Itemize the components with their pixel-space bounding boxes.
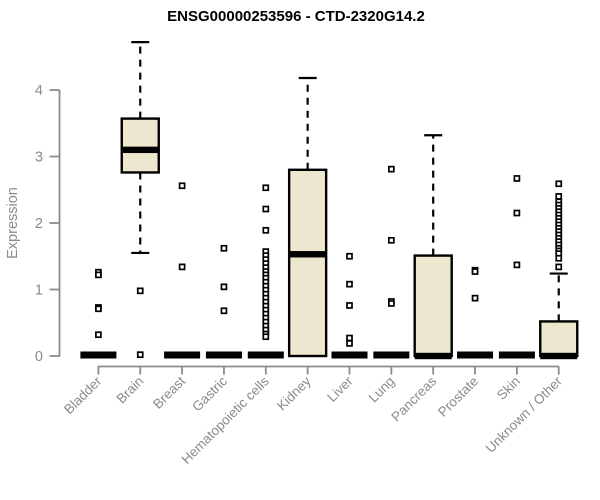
collapsed-box-lung bbox=[373, 351, 410, 359]
collapsed-box-hematopoietic-cells bbox=[247, 351, 284, 359]
outlier-point bbox=[220, 244, 228, 252]
outlier-point bbox=[555, 263, 563, 271]
outlier-point bbox=[95, 305, 102, 313]
outlier-point bbox=[136, 351, 144, 359]
collapsed-box-bladder bbox=[80, 351, 117, 359]
outlier-point bbox=[471, 294, 479, 302]
outlier-point bbox=[178, 182, 186, 190]
outlier-point bbox=[388, 165, 395, 173]
y-tick-label: 0 bbox=[35, 349, 43, 365]
outlier-point bbox=[346, 252, 353, 260]
x-tick-label: Bladder bbox=[61, 373, 105, 417]
outlier-point bbox=[262, 226, 270, 234]
median-line bbox=[289, 251, 327, 258]
outlier-point bbox=[346, 334, 353, 342]
median-line bbox=[414, 352, 452, 360]
box-unknown-other bbox=[539, 320, 579, 358]
collapsed-box-gastric bbox=[205, 351, 242, 359]
x-tick-label: Liver bbox=[324, 373, 356, 405]
collapsed-box-prostate bbox=[457, 351, 494, 359]
x-tick-label: Prostate bbox=[435, 374, 481, 420]
outlier-point bbox=[95, 331, 102, 339]
x-tick-label: Lung bbox=[366, 374, 398, 406]
median-line bbox=[121, 146, 159, 154]
outlier-point bbox=[471, 268, 479, 275]
collapsed-box-breast bbox=[164, 351, 201, 359]
outlier-point bbox=[220, 307, 228, 315]
y-tick-label: 4 bbox=[35, 83, 43, 99]
y-tick-label: 2 bbox=[35, 216, 43, 232]
box-brain bbox=[120, 117, 160, 174]
x-tick-label: Brain bbox=[113, 374, 146, 407]
outlier-point bbox=[262, 184, 270, 192]
outlier-point bbox=[513, 209, 521, 217]
x-tick-label: Kidney bbox=[274, 373, 314, 413]
outlier-point bbox=[346, 302, 353, 309]
outlier-point bbox=[388, 300, 395, 307]
x-tick-label: Pancreas bbox=[388, 373, 439, 424]
outlier-point bbox=[513, 261, 521, 269]
outlier-point bbox=[555, 254, 563, 262]
outlier-point bbox=[178, 263, 186, 271]
outlier-point bbox=[136, 287, 144, 295]
x-tick-label: Skin bbox=[494, 374, 523, 403]
collapsed-box-liver bbox=[331, 351, 368, 359]
x-tick-label: Breast bbox=[150, 373, 188, 411]
median-line bbox=[540, 352, 578, 360]
y-tick-label: 3 bbox=[35, 150, 43, 166]
y-axis-label: Expression bbox=[5, 187, 21, 259]
box-kidney bbox=[287, 168, 328, 358]
outlier-point bbox=[555, 193, 563, 200]
outlier-point bbox=[220, 283, 228, 291]
x-tick-label: Unknown / Other bbox=[483, 373, 566, 456]
y-tick-label: 1 bbox=[35, 283, 43, 299]
outlier-point bbox=[555, 180, 563, 188]
collapsed-box-skin bbox=[498, 351, 535, 359]
outlier-point bbox=[346, 340, 353, 347]
outlier-point bbox=[388, 236, 395, 244]
box-pancreas bbox=[413, 254, 453, 358]
outlier-point bbox=[513, 175, 521, 182]
x-tick-label: Gastric bbox=[189, 373, 230, 414]
outlier-point bbox=[262, 205, 270, 213]
chart-title: ENSG00000253596 - CTD-2320G14.2 bbox=[167, 8, 425, 25]
outlier-point bbox=[346, 280, 353, 288]
outlier-point bbox=[95, 271, 102, 279]
outlier-point bbox=[262, 333, 270, 341]
